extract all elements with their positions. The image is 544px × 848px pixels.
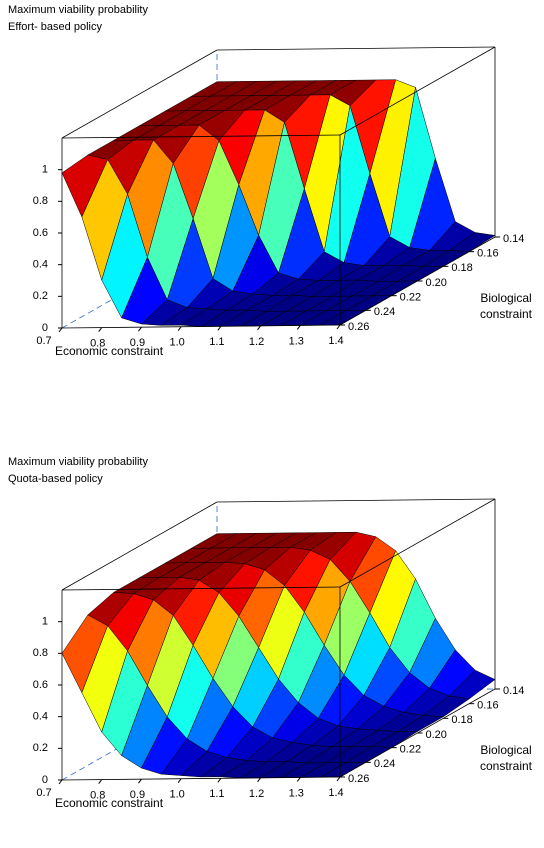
x-tick [296,325,301,330]
box-edge [61,501,218,591]
x-tick-label: 1.4 [328,787,343,799]
z-tick-label: 1 [42,616,48,628]
x-tick [336,324,341,330]
y-axis-label: Biological constraint [479,291,533,321]
z-tick-label: 0.6 [33,679,48,691]
x-axis-label: Economic constraint [55,344,164,358]
chart-subtitle: Quota-based policy [8,473,103,485]
x-tick-label: 1.1 [209,788,224,800]
box-edge [61,134,341,139]
x-tick [98,327,103,332]
x-tick-label: 1.1 [209,336,224,348]
z-tick-label: 0.8 [33,647,48,659]
x-tick-label: 0.8 [90,789,105,801]
y-tick-label: 0.14 [503,233,524,245]
y-tick-label: 0.22 [400,292,421,304]
x-tick [217,777,222,783]
x-tick-label: 1.0 [169,337,184,349]
box-edge [61,586,341,591]
box-edge [216,498,496,503]
x-tick [257,325,261,331]
x-tick [336,776,341,782]
box-edge [339,46,496,136]
x-tick-label: 1.0 [169,789,184,801]
y-tick-label: 0.22 [400,744,421,756]
x-tick-label: 0.8 [90,337,105,349]
x-tick [98,779,103,784]
y-tick-label: 0.24 [374,758,395,770]
x-tick [177,778,182,784]
x-tick-label: 1.2 [249,336,264,348]
y-tick-label: 0.16 [477,248,498,260]
x-tick-label: 1.2 [249,788,264,800]
x-tick-label: 0.9 [130,337,145,349]
surface [61,531,496,779]
y-tick-label: 0.26 [348,773,369,785]
z-tick-label: 0.4 [33,711,48,723]
y-tick-label: 0.14 [503,685,524,697]
x-tick [296,777,301,782]
surface [61,79,496,327]
x-tick [138,778,142,784]
z-tick-label: 0.4 [33,259,48,271]
z-tick-label: 0.2 [33,742,48,754]
x-tick [217,325,222,331]
chart-title: Maximum viability probability [8,4,148,16]
y-tick-label: 0.18 [451,262,472,274]
box-edge [61,324,341,329]
x-tick [58,779,63,785]
box-edge [61,49,218,139]
x-tick [138,326,142,332]
z-tick-label: 0 [42,774,48,786]
z-tick-label: 0.2 [33,290,48,302]
box-edge [61,776,341,781]
x-tick-label: 0.7 [36,335,51,347]
box-edge [216,46,496,51]
y-tick-label: 0.16 [477,700,498,712]
y-tick-label: 0.20 [426,277,447,289]
x-tick-label: 1.3 [289,335,304,347]
z-tick-label: 0 [42,322,48,334]
x-tick [58,327,63,333]
z-tick-label: 0.6 [33,227,48,239]
x-axis-label: Economic constraint [55,796,164,810]
x-tick-label: 1.4 [328,335,343,347]
y-tick-label: 0.24 [374,306,395,318]
y-tick-label: 0.26 [348,321,369,333]
y-axis-label: Biological constraint [479,743,533,773]
chart-subtitle: Effort- based policy [8,21,102,33]
x-tick-label: 0.7 [36,787,51,799]
chart-title: Maximum viability probability [8,456,148,468]
y-tick-label: 0.20 [426,729,447,741]
x-tick-label: 1.3 [289,787,304,799]
z-tick-label: 1 [42,164,48,176]
y-tick-label: 0.18 [451,714,472,726]
x-tick [257,777,261,783]
x-tick [177,326,182,332]
z-tick-label: 0.8 [33,195,48,207]
x-tick-label: 0.9 [130,789,145,801]
box-edge [339,498,496,588]
